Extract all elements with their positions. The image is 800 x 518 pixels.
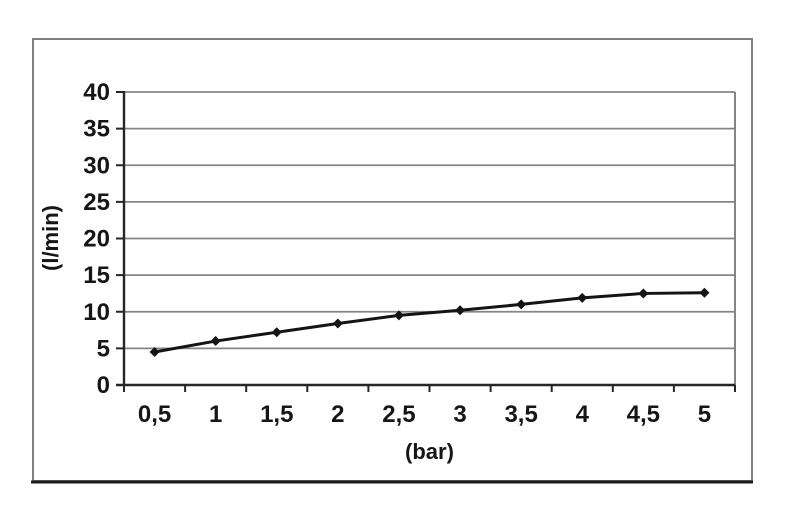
chart-frame <box>32 38 753 482</box>
y-tick-label: 5 <box>97 335 110 362</box>
x-tick-label: 0,5 <box>138 401 171 428</box>
y-tick-label: 25 <box>83 189 110 216</box>
x-tick-label: 4,5 <box>627 401 660 428</box>
x-tick-label: 5 <box>698 401 711 428</box>
y-tick-label: 30 <box>83 152 110 179</box>
data-point-marker <box>393 310 404 321</box>
data-point-marker <box>699 287 710 298</box>
data-line <box>153 291 706 354</box>
data-point-marker <box>210 336 221 347</box>
x-axis-label: (bar) <box>405 439 454 464</box>
y-tick-label: 10 <box>83 299 110 326</box>
data-point-marker <box>577 292 588 303</box>
y-axis-label: (l/min) <box>38 205 63 271</box>
x-tick-label: 1 <box>209 401 222 428</box>
data-point-marker <box>638 288 649 299</box>
y-tick-label: 35 <box>83 116 110 143</box>
x-tick-label: 4 <box>576 401 590 428</box>
data-point-marker <box>455 305 466 316</box>
y-tick-label: 20 <box>83 226 110 253</box>
x-tick-label: 1,5 <box>260 401 293 428</box>
data-point-marker <box>332 318 343 329</box>
x-tick-label: 3 <box>453 401 466 428</box>
data-point-marker <box>149 347 160 358</box>
x-tick-label: 2 <box>331 401 344 428</box>
data-point-marker <box>271 327 282 338</box>
data-point-marker <box>516 299 527 310</box>
x-tick-label: 3,5 <box>504 401 537 428</box>
y-tick-label: 40 <box>83 79 110 106</box>
y-tick-label: 15 <box>83 262 110 289</box>
x-tick-label: 2,5 <box>382 401 415 428</box>
y-tick-label: 0 <box>97 372 110 399</box>
